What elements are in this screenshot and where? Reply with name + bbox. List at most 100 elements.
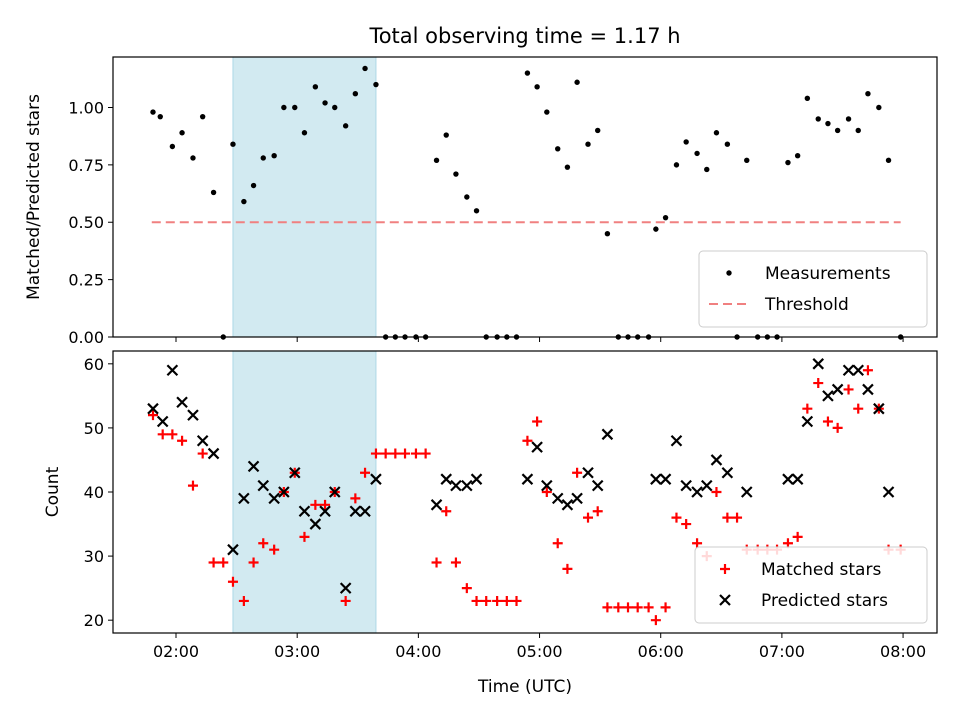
data-point: [271, 152, 277, 159]
data-point: [443, 132, 449, 138]
data-point: [541, 479, 553, 492]
data-point: [464, 194, 470, 200]
data-point: [583, 512, 594, 523]
data-point: [370, 448, 381, 459]
data-point: [360, 467, 371, 478]
y-tick-label: 30: [84, 547, 104, 566]
data-point: [390, 448, 401, 459]
data-point: [531, 441, 543, 453]
data-point: [843, 384, 854, 395]
legend: Matched stars Predicted stars: [694, 546, 928, 624]
data-point: [470, 473, 483, 485]
data-point: [802, 403, 813, 414]
top-panel: 0.00 0.25 0.50 0.75 1.00 Matched/Predicted st…: [24, 56, 938, 347]
data-point: [885, 157, 892, 163]
data-point: [450, 479, 462, 492]
data-point: [653, 226, 659, 232]
data-point: [147, 402, 159, 415]
data-point: [792, 531, 803, 542]
legend-marker: [719, 594, 731, 606]
data-point: [571, 492, 583, 505]
data-point: [681, 519, 692, 530]
data-point: [522, 435, 533, 446]
data-point: [349, 505, 362, 518]
x-tick-label: 05:00: [516, 642, 562, 661]
data-point: [876, 104, 882, 111]
data-point: [268, 492, 280, 505]
data-point: [247, 460, 260, 473]
data-point: [740, 486, 753, 498]
y-axis-label: Count: [43, 466, 63, 517]
data-point: [862, 365, 873, 376]
data-point: [278, 486, 290, 498]
data-point: [853, 403, 864, 414]
data-point: [710, 454, 723, 466]
data-point: [169, 143, 176, 150]
data-point: [721, 466, 734, 479]
data-point: [187, 480, 198, 491]
data-point: [724, 141, 731, 147]
data-point: [541, 487, 552, 497]
data-point: [281, 104, 287, 111]
data-point: [431, 557, 442, 568]
data-point: [842, 364, 855, 377]
data-point: [312, 84, 319, 90]
observing-interval-band: [232, 56, 377, 338]
data-point: [524, 70, 531, 76]
legend-box: [694, 546, 928, 624]
series-matched-stars: [147, 365, 906, 626]
data-point: [410, 448, 421, 459]
data-point: [704, 166, 710, 173]
data-point: [227, 576, 238, 587]
data-point: [815, 116, 821, 122]
data-point: [700, 479, 713, 492]
data-point: [320, 499, 331, 510]
data-point: [845, 116, 852, 122]
data-point: [433, 157, 440, 163]
data-point: [269, 544, 280, 555]
data-point: [373, 81, 379, 88]
data-point: [855, 127, 861, 134]
x-tick-label: 08:00: [880, 642, 926, 661]
data-point: [166, 364, 179, 377]
data-point: [309, 518, 322, 530]
data-point: [218, 557, 229, 568]
data-point: [230, 141, 236, 147]
data-point: [801, 415, 814, 428]
data-point: [147, 410, 158, 421]
data-point: [670, 434, 683, 447]
data-point: [552, 538, 563, 549]
data-point: [544, 109, 550, 115]
data-point: [332, 104, 338, 111]
data-point: [785, 159, 791, 166]
data-point: [340, 595, 351, 606]
axes-frame: [112, 56, 938, 338]
data-point: [562, 563, 573, 574]
data-point: [873, 402, 885, 415]
data-point: [250, 182, 257, 189]
data-point: [812, 358, 825, 370]
data-point: [362, 65, 368, 72]
data-point: [694, 150, 700, 157]
data-point: [862, 383, 874, 396]
y-tick-label: 0.75: [68, 156, 104, 175]
data-point: [440, 473, 453, 485]
data-point: [453, 171, 459, 177]
data-point: [882, 486, 895, 498]
x-tick-label: 06:00: [638, 642, 684, 661]
data-point: [671, 512, 682, 523]
chart-title: Total observing time = 1.17 h: [368, 24, 680, 48]
data-point: [258, 538, 269, 549]
legend-marker: [720, 564, 730, 574]
data-point: [732, 512, 743, 523]
data-point: [534, 84, 540, 90]
data-point: [660, 602, 671, 613]
data-point: [187, 409, 199, 421]
data-point: [650, 615, 661, 626]
y-tick-label: 0.00: [68, 328, 104, 347]
data-point: [350, 493, 361, 504]
data-point: [380, 448, 391, 459]
data-point: [692, 538, 703, 549]
data-point: [585, 141, 591, 147]
data-point: [461, 583, 472, 594]
